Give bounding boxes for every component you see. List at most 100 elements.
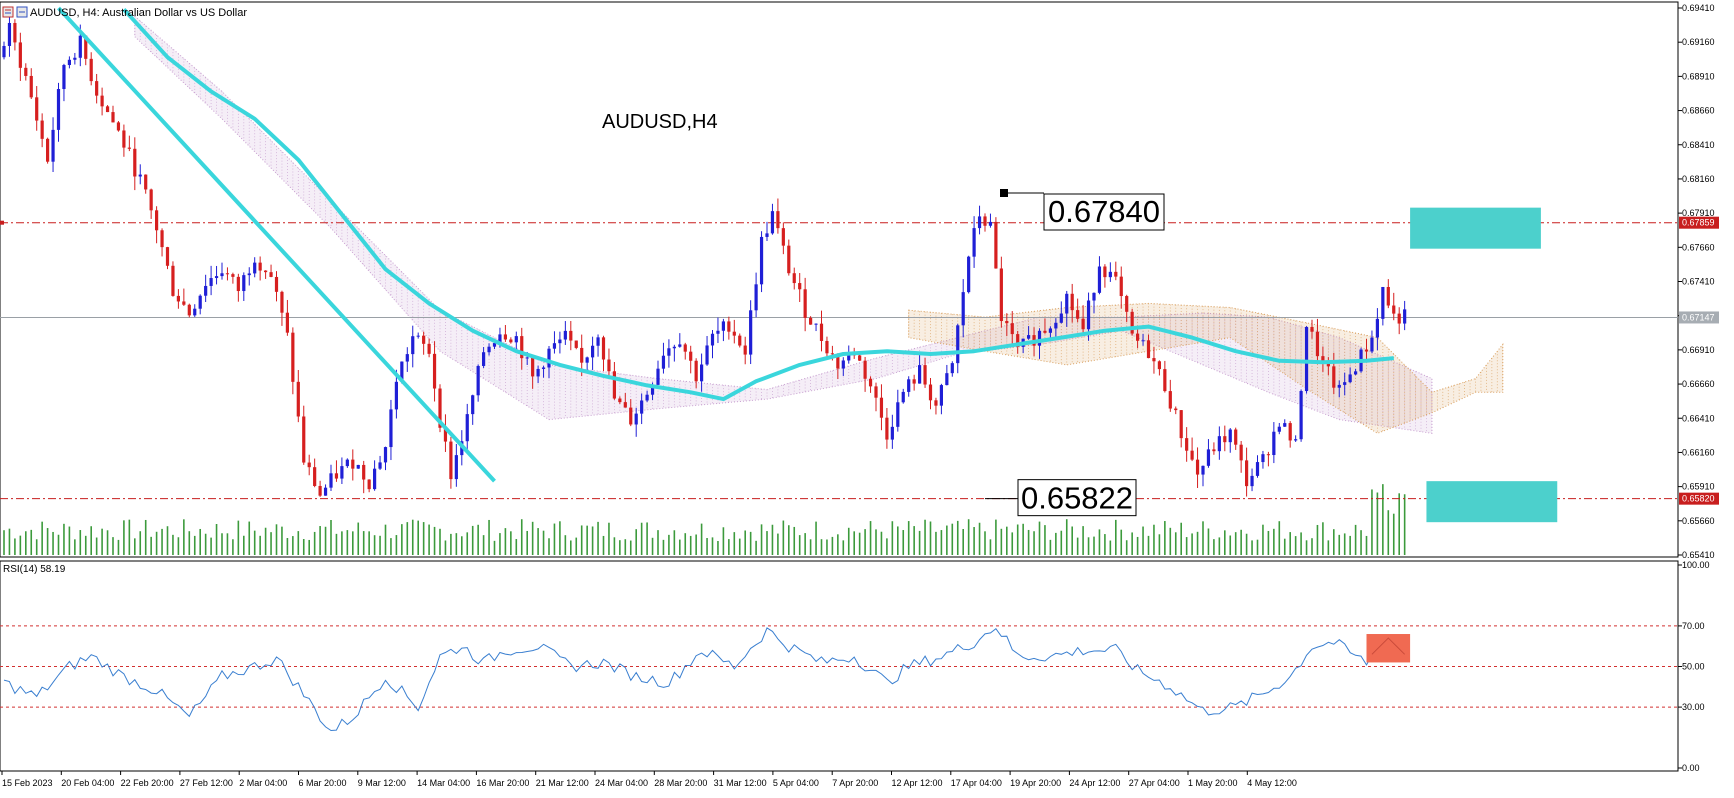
candle-body <box>41 121 44 139</box>
rsi-tick-label: 0.00 <box>1682 763 1700 773</box>
candle-body <box>749 310 752 354</box>
candle-body <box>1082 319 1085 329</box>
candle-body <box>46 139 49 162</box>
candle-body <box>662 356 665 369</box>
candle-body <box>880 398 883 418</box>
candle-body <box>253 263 256 274</box>
candle-body <box>231 274 234 277</box>
candle-body <box>804 289 807 318</box>
rsi-tick-label: 70.00 <box>1682 621 1705 631</box>
candle-body <box>1316 332 1319 356</box>
time-tick-label: 7 Apr 20:00 <box>832 778 878 788</box>
candle-body <box>869 379 872 387</box>
candle-body <box>896 402 899 427</box>
candle-body <box>542 367 545 368</box>
candle-body <box>1098 267 1101 293</box>
time-tick-label: 21 Mar 12:00 <box>536 778 589 788</box>
resistance-axis-tag: 0.67859 <box>1682 218 1715 228</box>
rsi-title: RSI(14) 58.19 <box>3 564 66 575</box>
candle-body <box>1169 391 1172 408</box>
candle-body <box>160 230 163 247</box>
candle-body <box>1234 430 1237 445</box>
candle-body <box>526 357 529 358</box>
rsi-tick-label: 50.00 <box>1682 662 1705 672</box>
candle-body <box>144 175 147 190</box>
candle-body <box>286 313 289 333</box>
price-tick-label: 0.66160 <box>1682 447 1715 457</box>
candle-body <box>613 371 616 398</box>
candle-body <box>1076 310 1079 319</box>
candle-body <box>150 189 153 210</box>
candle-body <box>1310 327 1313 332</box>
candle-body <box>182 301 185 304</box>
candle-body <box>831 353 834 354</box>
candle-body <box>575 341 578 348</box>
candle-body <box>177 296 180 302</box>
candle-body <box>269 272 272 277</box>
candle-body <box>308 463 311 468</box>
candle-body <box>782 228 785 246</box>
candle-body <box>340 466 343 478</box>
time-tick-label: 2 Mar 04:00 <box>239 778 287 788</box>
candle-body <box>477 366 480 395</box>
candle-body <box>1338 385 1341 388</box>
candle-body <box>1305 327 1308 391</box>
candle-body <box>417 336 420 337</box>
candle-body <box>558 340 561 344</box>
candle-body <box>411 336 414 354</box>
candle-body <box>482 352 485 366</box>
candle-body <box>302 416 305 462</box>
candle-body <box>504 334 507 339</box>
candle-body <box>509 339 512 342</box>
candle-body <box>1223 436 1226 442</box>
candle-body <box>1392 306 1395 314</box>
candle-body <box>487 347 490 353</box>
candle-body <box>678 344 681 346</box>
candle-body <box>640 400 643 413</box>
candle-body <box>1398 314 1401 324</box>
candle-body <box>1370 338 1373 352</box>
candle-body <box>111 112 114 122</box>
candle-body <box>30 76 33 97</box>
time-tick-label: 6 Mar 20:00 <box>299 778 347 788</box>
candle-body <box>215 276 218 278</box>
candle-body <box>934 400 937 405</box>
candle-body <box>624 402 627 407</box>
candle-body <box>1245 460 1248 486</box>
candle-body <box>139 175 142 177</box>
candle-body <box>1387 287 1390 306</box>
candle-body <box>95 81 98 96</box>
candle-body <box>1289 423 1292 440</box>
price-axis: 0.694100.691600.689100.686600.684100.681… <box>1678 3 1719 560</box>
target-zone <box>1410 208 1541 249</box>
candle-body <box>319 486 322 496</box>
candle-body <box>122 130 125 147</box>
candle-body <box>814 324 817 325</box>
candle-body <box>259 263 262 271</box>
candle-body <box>1354 371 1357 374</box>
candle-body <box>68 60 71 65</box>
time-tick-label: 24 Mar 04:00 <box>595 778 648 788</box>
candle-body <box>378 462 381 468</box>
time-tick-label: 1 May 20:00 <box>1188 778 1238 788</box>
candle-body <box>1152 358 1155 361</box>
candle-body <box>35 97 38 120</box>
candle-body <box>1283 423 1286 427</box>
price-tick-label: 0.66660 <box>1682 379 1715 389</box>
candle-body <box>79 36 82 58</box>
time-tick-label: 9 Mar 12:00 <box>358 778 406 788</box>
candle-body <box>1092 293 1095 301</box>
candle-body <box>629 408 632 425</box>
time-tick-label: 22 Feb 20:00 <box>121 778 174 788</box>
candle-body <box>667 348 670 355</box>
candle-body <box>188 305 191 316</box>
candle-body <box>264 271 267 273</box>
candle-body <box>913 379 916 383</box>
candle-body <box>1120 277 1123 296</box>
candle-body <box>973 228 976 257</box>
candle-body <box>580 348 583 363</box>
candle-body <box>787 246 790 274</box>
candle-body <box>1158 361 1161 369</box>
candle-body <box>449 442 452 480</box>
